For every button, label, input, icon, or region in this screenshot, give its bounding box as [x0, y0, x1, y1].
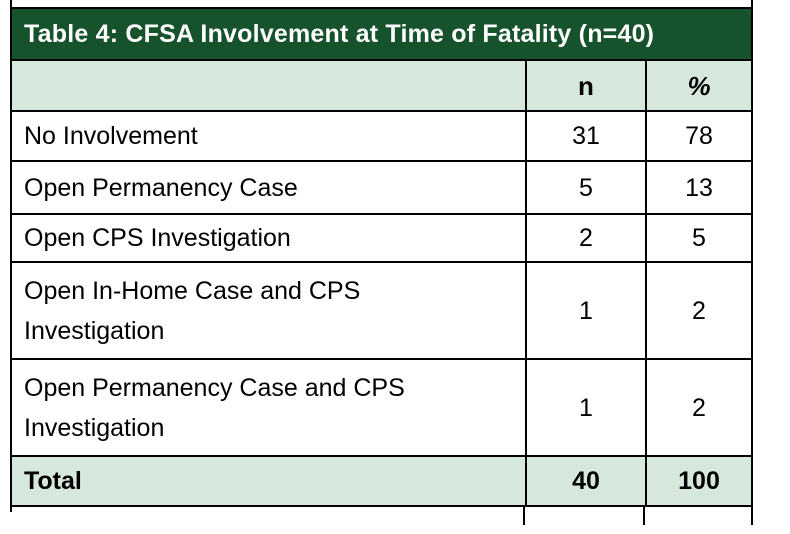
header-n-label: n	[578, 70, 594, 101]
cropped-border-stub	[751, 0, 753, 7]
row-category-cell: No Involvement	[12, 112, 525, 160]
cropped-border-stub	[10, 0, 12, 7]
cropped-border-stub	[643, 503, 645, 525]
row-category-cell: Open In-Home Case and CPS Investigation	[12, 263, 525, 358]
row-percent-value: 2	[692, 296, 706, 325]
total-label-cell: Total	[12, 457, 525, 505]
row-n-value: 5	[579, 173, 593, 202]
row-percent-cell: 78	[645, 112, 751, 160]
row-category-label: Open Permanency Case and CPS Investigati…	[24, 373, 405, 442]
row-category-label: No Involvement	[24, 122, 198, 150]
row-percent-cell: 2	[645, 360, 751, 455]
row-n-cell: 2	[525, 215, 645, 261]
row-n-cell: 31	[525, 112, 645, 160]
row-n-value: 1	[579, 393, 593, 422]
row-category-cell: Open CPS Investigation	[12, 215, 525, 261]
total-n-value: 40	[572, 467, 600, 495]
header-cell-n: n	[525, 61, 645, 110]
table-title-bar: Table 4: CFSA Involvement at Time of Fat…	[12, 9, 751, 59]
header-cell-category	[12, 61, 525, 110]
row-category-label: Open Permanency Case	[24, 173, 298, 202]
table-row: Open Permanency Case 5 13	[12, 160, 751, 213]
row-percent-value: 5	[692, 224, 706, 252]
row-category-label: Open In-Home Case and CPS Investigation	[24, 276, 361, 345]
cropped-border-stub	[523, 503, 525, 525]
total-percent-value: 100	[678, 467, 720, 495]
total-label: Total	[24, 467, 82, 495]
row-percent-cell: 2	[645, 263, 751, 358]
row-n-cell: 1	[525, 263, 645, 358]
row-percent-cell: 5	[645, 215, 751, 261]
total-percent-cell: 100	[645, 457, 751, 505]
header-cell-percent: %	[645, 61, 751, 110]
table-title: Table 4: CFSA Involvement at Time of Fat…	[24, 19, 655, 48]
row-n-value: 2	[579, 224, 593, 252]
table-total-row: Total 40 100	[12, 455, 751, 505]
table-row: Open Permanency Case and CPS Investigati…	[12, 358, 751, 455]
cropped-border-stub	[10, 503, 12, 512]
table-row: Open In-Home Case and CPS Investigation …	[12, 261, 751, 358]
header-percent-label: %	[687, 70, 711, 101]
data-table: Table 4: CFSA Involvement at Time of Fat…	[10, 7, 753, 507]
row-n-value: 1	[579, 296, 593, 325]
row-category-cell: Open Permanency Case and CPS Investigati…	[12, 360, 525, 455]
table-row: Open CPS Investigation 2 5	[12, 213, 751, 261]
row-percent-cell: 13	[645, 162, 751, 213]
cropped-border-stub	[751, 503, 753, 525]
row-n-cell: 1	[525, 360, 645, 455]
row-n-cell: 5	[525, 162, 645, 213]
row-n-value: 31	[572, 122, 600, 150]
table-row: No Involvement 31 78	[12, 110, 751, 160]
row-category-label: Open CPS Investigation	[24, 224, 291, 252]
table-header-row: n %	[12, 59, 751, 110]
row-percent-value: 78	[685, 122, 713, 150]
row-category-cell: Open Permanency Case	[12, 162, 525, 213]
row-percent-value: 13	[685, 173, 713, 202]
total-n-cell: 40	[525, 457, 645, 505]
row-percent-value: 2	[692, 393, 706, 422]
